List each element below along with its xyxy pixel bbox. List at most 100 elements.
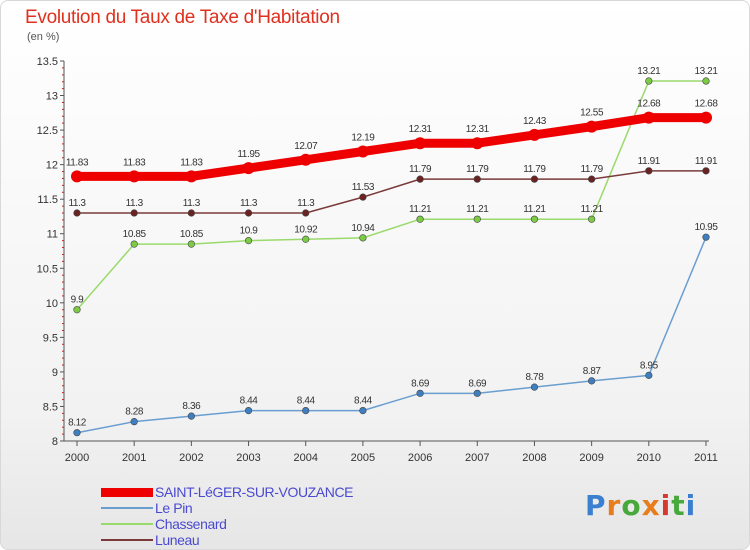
data-point: [242, 162, 255, 175]
data-label: 8.78: [526, 372, 545, 383]
y-tick-label: 9.5: [43, 332, 58, 344]
data-label: 11.79: [523, 164, 546, 175]
data-point: [130, 209, 138, 217]
logo-letter: x: [641, 489, 661, 522]
logo-letter: i: [660, 489, 672, 522]
data-label: 8.28: [125, 407, 144, 418]
data-label: 12.19: [351, 133, 375, 144]
logo-letter: r: [606, 489, 622, 522]
data-label: 10.94: [351, 223, 375, 234]
data-point: [700, 111, 712, 124]
series-line: [76, 80, 707, 311]
data-point: [588, 215, 596, 223]
data-point: [356, 145, 369, 158]
data-point: [702, 77, 710, 85]
data-point: [299, 153, 312, 166]
data-label: 8.87: [583, 366, 602, 377]
data-label: 11.95: [237, 149, 260, 160]
x-tick-label: 2000: [65, 452, 89, 464]
data-point: [530, 175, 539, 183]
unit-label: (en %): [27, 31, 60, 43]
data-point: [73, 306, 81, 314]
data-label: 8.69: [468, 378, 487, 389]
legend-label: SAINT-LéGER-SUR-VOUZANCE: [155, 484, 354, 500]
data-point: [359, 234, 367, 242]
data-point: [359, 193, 367, 201]
x-tick-label: 2003: [236, 452, 260, 464]
data-point: [130, 240, 138, 248]
data-label: 12.68: [694, 99, 718, 110]
logo-letter: P: [585, 489, 607, 522]
data-label: 11.83: [180, 157, 203, 168]
data-label: 11.3: [68, 198, 86, 209]
data-label: 13.21: [694, 66, 718, 77]
y-tick-label: 8: [52, 436, 58, 448]
data-point: [128, 170, 141, 183]
y-tick-label: 12.5: [37, 125, 58, 137]
data-point: [473, 215, 481, 223]
data-point: [416, 215, 424, 223]
data-label: 12.31: [409, 124, 433, 135]
data-label: 11.79: [580, 164, 603, 175]
data-label: 12.55: [580, 108, 604, 119]
data-point: [302, 235, 310, 243]
legend-swatch: [101, 539, 153, 541]
data-point: [359, 407, 367, 415]
axes: 8 8.5 9 9.5 10 10.5 11 11.5 12 12.5 13 13.5 2000 2001…: [37, 56, 718, 464]
data-point: [414, 137, 427, 150]
data-point: [530, 383, 539, 391]
data-point: [244, 237, 253, 245]
series-line: [76, 170, 707, 214]
data-label: 12.07: [294, 141, 318, 152]
data-label: 8.69: [411, 378, 430, 389]
data-point: [187, 240, 195, 248]
data-label: 10.85: [123, 229, 147, 240]
data-point: [645, 371, 653, 379]
data-point: [642, 111, 655, 124]
data-label: 12.68: [637, 99, 661, 110]
x-tick-label: 2002: [179, 452, 203, 464]
data-label: 11.21: [409, 204, 432, 215]
data-label: 10.9: [240, 226, 259, 237]
data-point: [73, 209, 81, 217]
data-point: [530, 215, 539, 223]
x-tick-label: 2009: [579, 452, 603, 464]
data-label: 11.3: [240, 198, 258, 209]
y-tick-label: 9: [52, 367, 58, 379]
y-tick-label: 10.5: [37, 263, 58, 275]
y-tick-label: 8.5: [43, 401, 58, 413]
data-label: 11.3: [297, 198, 315, 209]
data-point: [588, 175, 596, 183]
logo-letter: o: [621, 489, 642, 522]
data-label: 10.85: [180, 229, 204, 240]
x-tick-label: 2001: [122, 452, 146, 464]
data-point: [702, 233, 710, 241]
data-label: 8.44: [354, 396, 373, 407]
data-label: 11.3: [126, 198, 144, 209]
data-point: [73, 429, 81, 437]
data-label: 13.21: [637, 66, 661, 77]
data-label: 11.83: [123, 157, 146, 168]
data-label: 11.79: [409, 164, 432, 175]
y-tick-label: 11: [47, 229, 58, 241]
x-tick-label: 2006: [408, 452, 432, 464]
x-tick-label: 2011: [694, 452, 718, 464]
legend-swatch: [101, 488, 153, 497]
data-label: 10.95: [694, 222, 718, 233]
data-point: [71, 170, 83, 183]
legend-label: Luneau: [155, 532, 200, 548]
x-tick-label: 2005: [351, 452, 375, 464]
data-label: 12.31: [466, 124, 490, 135]
data-label: 8.95: [640, 360, 659, 371]
series-line: [76, 236, 707, 434]
data-point: [473, 175, 481, 183]
data-point: [645, 77, 653, 85]
data-label: 11.79: [466, 164, 489, 175]
data-label: 11.83: [66, 157, 89, 168]
data-point: [244, 407, 253, 415]
data-point: [187, 412, 195, 420]
logo-letter: i: [685, 489, 697, 522]
data-point: [416, 389, 424, 397]
